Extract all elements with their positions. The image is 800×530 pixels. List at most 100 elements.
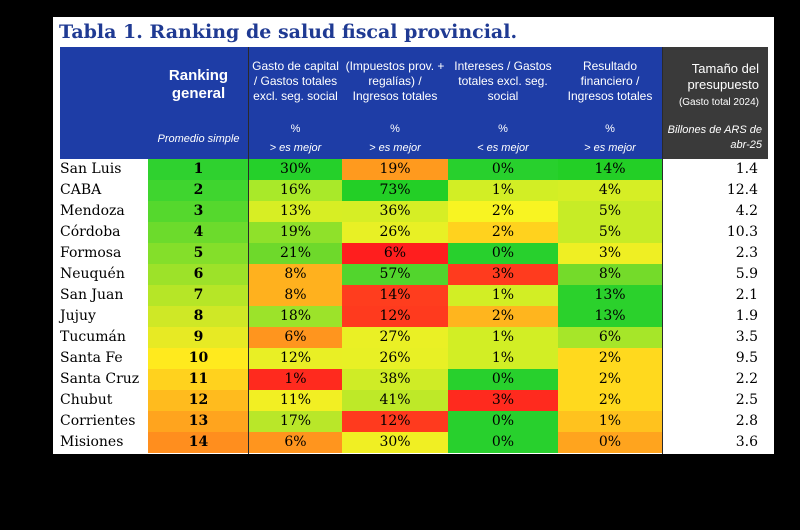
cell-name: Santa Fe — [60, 348, 148, 369]
header-tamano-note: Billones de ARS de abr-25 — [667, 124, 762, 151]
cell-capital: 17% — [249, 411, 342, 432]
cell-capital: 19% — [249, 222, 342, 243]
header-resultado-unit: % — [605, 123, 615, 135]
cell-capital: 18% — [249, 306, 342, 327]
cell-impuestos: 19% — [342, 159, 448, 180]
cell-rank: 1 — [148, 159, 249, 180]
table-row: Jujuy 8 18% 12% 2% 13% 1.9 — [53, 306, 774, 327]
cell-capital: 8% — [249, 264, 342, 285]
cell-intereses: 3% — [448, 390, 558, 411]
cell-capital: 11% — [249, 390, 342, 411]
cell-name: Corrientes — [60, 411, 148, 432]
cell-resultado: 1% — [558, 411, 662, 432]
cell-size: 2.1 — [662, 285, 768, 306]
header-impuestos-note: > es mejor — [369, 142, 421, 154]
cell-capital: 12% — [249, 348, 342, 369]
cell-size: 1.4 — [662, 159, 768, 180]
table-title: Tabla 1. Ranking de salud fiscal provinc… — [59, 21, 518, 43]
header-impuestos: (Impuestos prov. + regalías) / Ingresos … — [342, 47, 448, 159]
cell-size: 2.2 — [662, 369, 768, 390]
cell-rank: 2 — [148, 180, 249, 201]
cell-intereses: 1% — [448, 327, 558, 348]
header-resultado-label: Resultado financiero / Ingresos totales — [567, 59, 653, 103]
cell-name: Santa Cruz — [60, 369, 148, 390]
cell-capital: 1% — [249, 369, 342, 390]
header-tamano-sub: (Gasto total 2024) — [678, 97, 759, 108]
header-tamano-main: Tamaño del presupuesto — [687, 61, 759, 92]
cell-intereses: 1% — [448, 180, 558, 201]
header-province — [60, 47, 148, 159]
cell-resultado: 14% — [558, 159, 662, 180]
cell-intereses: 2% — [448, 306, 558, 327]
table-row: Santa Fe 10 12% 26% 1% 2% 9.5 — [53, 348, 774, 369]
cell-size: 2.8 — [662, 411, 768, 432]
table-row: San Luis 1 30% 19% 0% 14% 1.4 — [53, 159, 774, 180]
cell-name: Córdoba — [60, 222, 148, 243]
cell-name: San Juan — [60, 285, 148, 306]
cell-rank: 6 — [148, 264, 249, 285]
cell-resultado: 2% — [558, 369, 662, 390]
cell-resultado: 2% — [558, 390, 662, 411]
cell-rank: 14 — [148, 432, 249, 453]
cell-name: Mendoza — [60, 201, 148, 222]
table-header: Ranking general Promedio simple Gasto de… — [60, 47, 768, 159]
table-row: Santa Cruz 11 1% 38% 0% 2% 2.2 — [53, 369, 774, 390]
table-row: CABA 2 16% 73% 1% 4% 12.4 — [53, 180, 774, 201]
cell-rank: 7 — [148, 285, 249, 306]
cell-name: Jujuy — [60, 306, 148, 327]
header-tamano-label: Tamaño del presupuesto (Gasto total 2024… — [636, 61, 762, 111]
header-capital-note: > es mejor — [269, 142, 322, 154]
cell-intereses: 0% — [448, 159, 558, 180]
cell-capital: 21% — [249, 243, 342, 264]
cell-impuestos: 27% — [342, 327, 448, 348]
cell-rank: 12 — [148, 390, 249, 411]
cell-impuestos: 26% — [342, 222, 448, 243]
header-impuestos-unit: % — [390, 123, 400, 135]
cell-capital: 8% — [249, 285, 342, 306]
cell-size: 3.5 — [662, 327, 768, 348]
header-intereses-label: Intereses / Gastos totales excl. seg. so… — [454, 59, 552, 103]
table-row: Neuquén 6 8% 57% 3% 8% 5.9 — [53, 264, 774, 285]
header-resultado-note: > es mejor — [584, 142, 636, 154]
cell-size: 5.9 — [662, 264, 768, 285]
table-row: Formosa 5 21% 6% 0% 3% 2.3 — [53, 243, 774, 264]
header-ranking-label: Ranking general — [168, 67, 229, 102]
header-tamano: Tamaño del presupuesto (Gasto total 2024… — [662, 47, 768, 159]
column-divider — [662, 47, 663, 454]
cell-impuestos: 41% — [342, 390, 448, 411]
table-row: Tucumán 9 6% 27% 1% 6% 3.5 — [53, 327, 774, 348]
cell-impuestos: 30% — [342, 432, 448, 453]
table-row: Córdoba 4 19% 26% 2% 5% 10.3 — [53, 222, 774, 243]
cell-resultado: 8% — [558, 264, 662, 285]
cell-size: 12.4 — [662, 180, 768, 201]
cell-rank: 11 — [148, 369, 249, 390]
header-ranking: Ranking general Promedio simple — [148, 47, 249, 159]
header-intereses-unit: % — [498, 123, 508, 135]
cell-capital: 30% — [249, 159, 342, 180]
cell-capital: 6% — [249, 432, 342, 453]
cell-impuestos: 12% — [342, 411, 448, 432]
cell-name: Tucumán — [60, 327, 148, 348]
header-capital: Gasto de capital / Gastos totales excl. … — [249, 47, 342, 159]
cell-resultado: 13% — [558, 306, 662, 327]
cell-resultado: 13% — [558, 285, 662, 306]
cell-name: Misiones — [60, 432, 148, 453]
cell-intereses: 0% — [448, 369, 558, 390]
cell-rank: 5 — [148, 243, 249, 264]
cell-impuestos: 14% — [342, 285, 448, 306]
header-intereses-note: < es mejor — [477, 142, 529, 154]
cell-impuestos: 26% — [342, 348, 448, 369]
cell-rank: 10 — [148, 348, 249, 369]
cell-impuestos: 6% — [342, 243, 448, 264]
cell-intereses: 0% — [448, 243, 558, 264]
cell-size: 1.9 — [662, 306, 768, 327]
cell-intereses: 2% — [448, 201, 558, 222]
header-resultado: Resultado financiero / Ingresos totales … — [558, 47, 662, 159]
cell-impuestos: 73% — [342, 180, 448, 201]
cell-intereses: 3% — [448, 264, 558, 285]
cell-name: Neuquén — [60, 264, 148, 285]
header-capital-unit: % — [290, 123, 301, 135]
cell-capital: 6% — [249, 327, 342, 348]
cell-name: Formosa — [60, 243, 148, 264]
cell-size: 2.5 — [662, 390, 768, 411]
